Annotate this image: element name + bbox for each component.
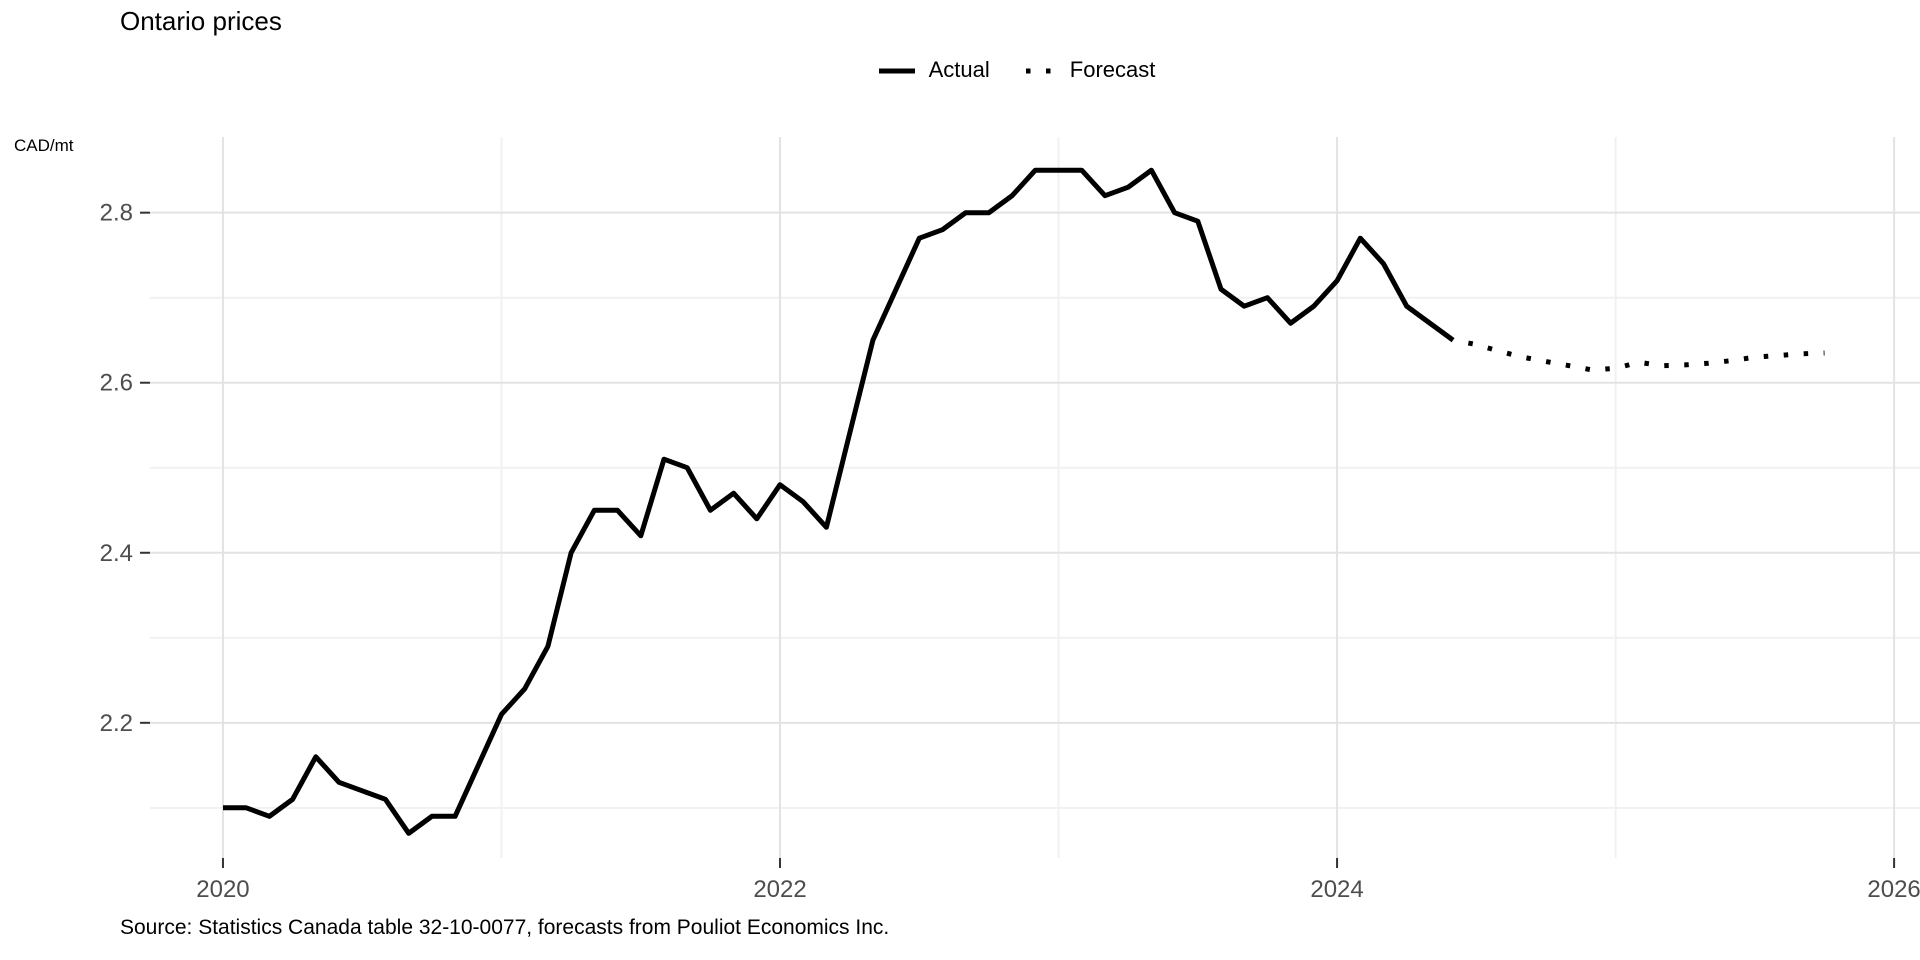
y-tick-label: 2.4 (100, 540, 133, 567)
y-tick-label: 2.8 (100, 200, 133, 227)
forecast-line (1452, 337, 1825, 373)
legend: Actual Forecast (132, 57, 1902, 83)
dotted-line-icon (1025, 68, 1056, 74)
x-tick-label: 2024 (1310, 876, 1363, 903)
source-caption: Source: Statistics Canada table 32-10-00… (120, 916, 890, 939)
chart-title: Ontario prices (120, 6, 282, 36)
legend-forecast-label: Forecast (1069, 57, 1156, 82)
y-tick-label: 2.2 (100, 710, 133, 737)
legend-actual-label: Actual (928, 57, 990, 82)
legend-forecast-swatch (1020, 57, 1056, 83)
y-tick-label: 2.6 (100, 370, 133, 397)
actual-line (223, 167, 1455, 836)
y-axis-unit-label: CAD/mt (14, 136, 74, 155)
x-tick-label: 2022 (753, 876, 806, 903)
x-tick-label: 2026 (1867, 876, 1920, 903)
legend-actual-swatch (878, 57, 915, 83)
solid-line-icon (878, 68, 915, 74)
x-tick-label: 2020 (196, 876, 249, 903)
